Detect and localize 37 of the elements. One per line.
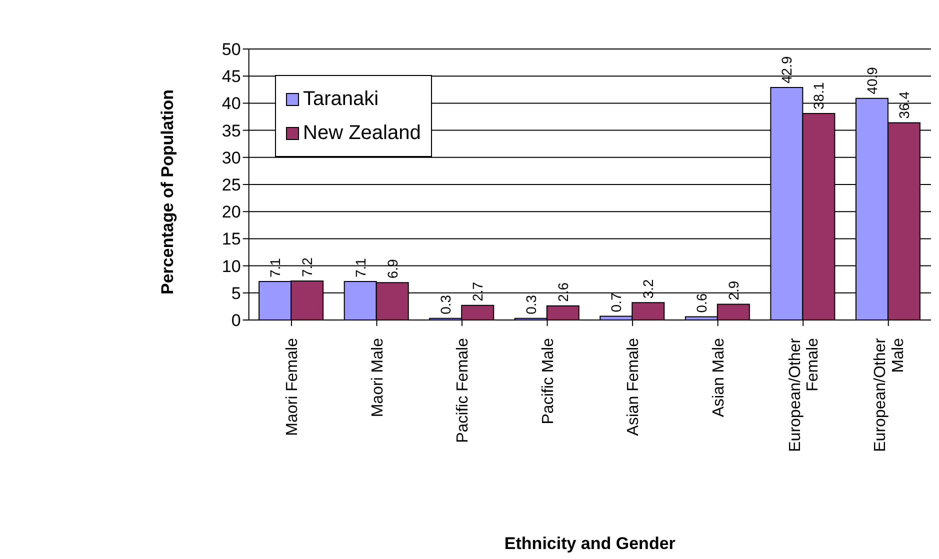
x-axis-title: Ethnicity and Gender — [504, 534, 676, 553]
x-tick-label: Maori Female — [284, 338, 302, 436]
x-tick-label: Maori Male — [369, 338, 386, 418]
y-tick-label: 15 — [222, 230, 241, 249]
x-tick-label: Asian Female — [625, 338, 642, 436]
data-label: 0.3 — [522, 294, 539, 314]
y-axis-title: Percentage of Population — [158, 90, 177, 294]
x-tick-label: European/Other Male — [872, 337, 907, 452]
y-tick-label: 20 — [222, 202, 241, 222]
data-label: 7.1 — [266, 258, 283, 278]
data-label: 36.4 — [896, 91, 912, 119]
data-label: 2.7 — [470, 282, 486, 302]
data-label: 2.6 — [554, 282, 571, 302]
y-tick-label: 40 — [222, 94, 241, 114]
x-tick-label: Pacific Female — [454, 338, 472, 443]
y-tick-label: 45 — [222, 67, 241, 86]
x-tick-label: Pacific Male — [540, 338, 557, 424]
legend-label: Taranaki — [302, 87, 380, 112]
y-tick-label: 0 — [231, 311, 241, 330]
data-label: 7.1 — [352, 258, 368, 278]
data-label: 0.6 — [693, 293, 710, 313]
data-label: 40.9 — [864, 66, 880, 94]
y-tick-label: 35 — [222, 121, 241, 140]
data-label: 0.7 — [608, 292, 624, 312]
data-label: 7.2 — [298, 257, 315, 277]
data-label: 42.9 — [778, 56, 795, 84]
x-tick-label: European/Other Female — [786, 337, 822, 452]
legend-label: New Zealand — [302, 121, 421, 146]
y-tick-label: 25 — [222, 176, 241, 195]
y-tick-label: 30 — [222, 148, 241, 168]
data-label: 0.3 — [438, 294, 454, 314]
y-tick-label: 10 — [222, 256, 241, 276]
x-tick-label: Asian Male — [710, 338, 728, 418]
y-tick-label: 5 — [231, 284, 241, 303]
y-tick-label: 50 — [222, 40, 241, 60]
data-label: 2.9 — [725, 280, 742, 300]
data-label: 6.9 — [384, 258, 400, 279]
